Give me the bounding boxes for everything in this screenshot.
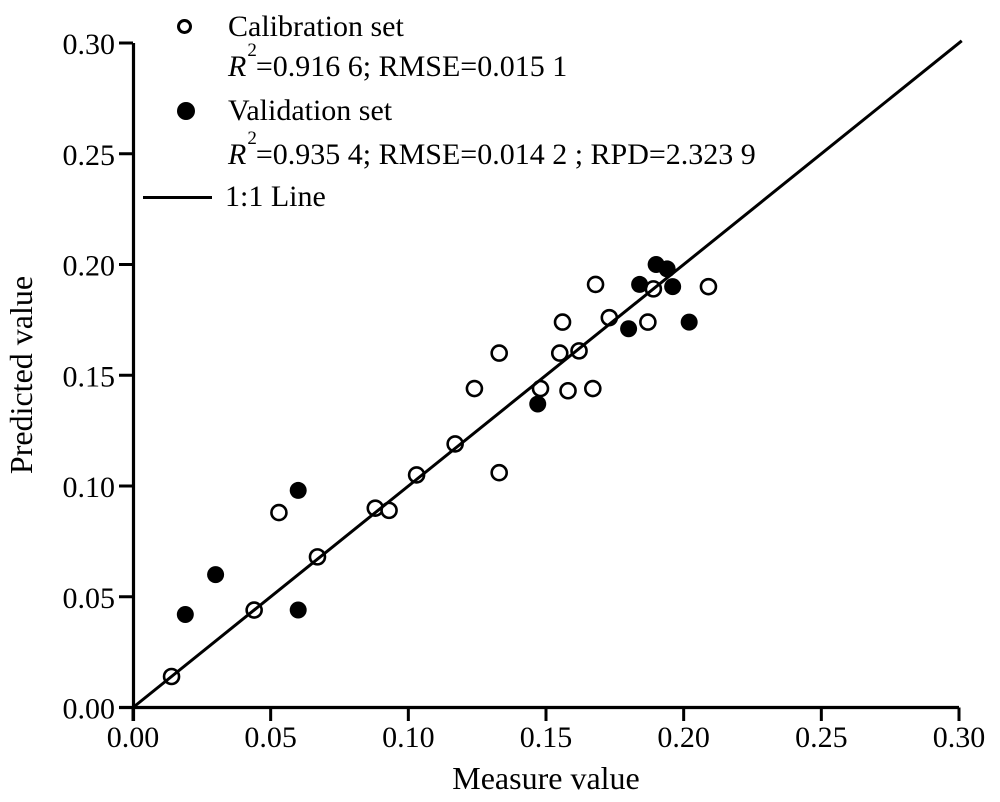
calibration-point — [584, 379, 602, 398]
x-tick-label: 0.05 — [244, 721, 297, 754]
reference-line — [132, 39, 963, 709]
x-tick-label: 0.10 — [382, 721, 435, 754]
validation-point — [529, 395, 547, 413]
calibration-point — [550, 344, 569, 362]
y-tick-label: 0.00 — [63, 693, 116, 726]
one-to-one-line — [132, 39, 963, 709]
x-tick-label: 0.00 — [107, 721, 160, 754]
validation-point — [289, 601, 307, 619]
validation-point — [289, 481, 307, 499]
y-tick-label: 0.30 — [63, 28, 116, 61]
calibration-point — [490, 344, 508, 362]
validation-point — [631, 275, 649, 293]
validation-point — [664, 278, 682, 296]
calibration-point — [270, 503, 288, 522]
y-axis-title: Predicted value — [3, 276, 39, 474]
x-tick-label: 0.15 — [520, 721, 573, 754]
calibration-point — [465, 379, 484, 398]
x-axis-title: Measure value — [452, 760, 639, 796]
scatter-points — [162, 256, 718, 686]
calibration-point — [559, 381, 577, 400]
axes: 0.00 0.05 0.10 0.15 0.20 0.25 0.30 0.00 0.05 0.10… — [63, 28, 986, 754]
validation-point — [680, 313, 698, 331]
validation-point — [620, 320, 638, 338]
y-tick-label: 0.25 — [63, 139, 116, 172]
calibration-point — [553, 313, 572, 331]
calibration-point — [699, 277, 718, 296]
validation-point — [207, 566, 225, 584]
calibration-point — [639, 313, 657, 331]
calibration-point — [490, 463, 508, 482]
validation-point — [176, 605, 194, 623]
y-tick-label: 0.10 — [63, 471, 116, 504]
calibration-point — [586, 275, 605, 294]
x-tick-label: 0.25 — [795, 721, 848, 754]
y-tick-label: 0.20 — [63, 250, 116, 283]
y-tick-label: 0.05 — [63, 582, 116, 615]
y-tick-label: 0.15 — [63, 360, 116, 393]
x-tick-label: 0.20 — [657, 721, 710, 754]
x-tick-label: 0.30 — [933, 721, 986, 754]
